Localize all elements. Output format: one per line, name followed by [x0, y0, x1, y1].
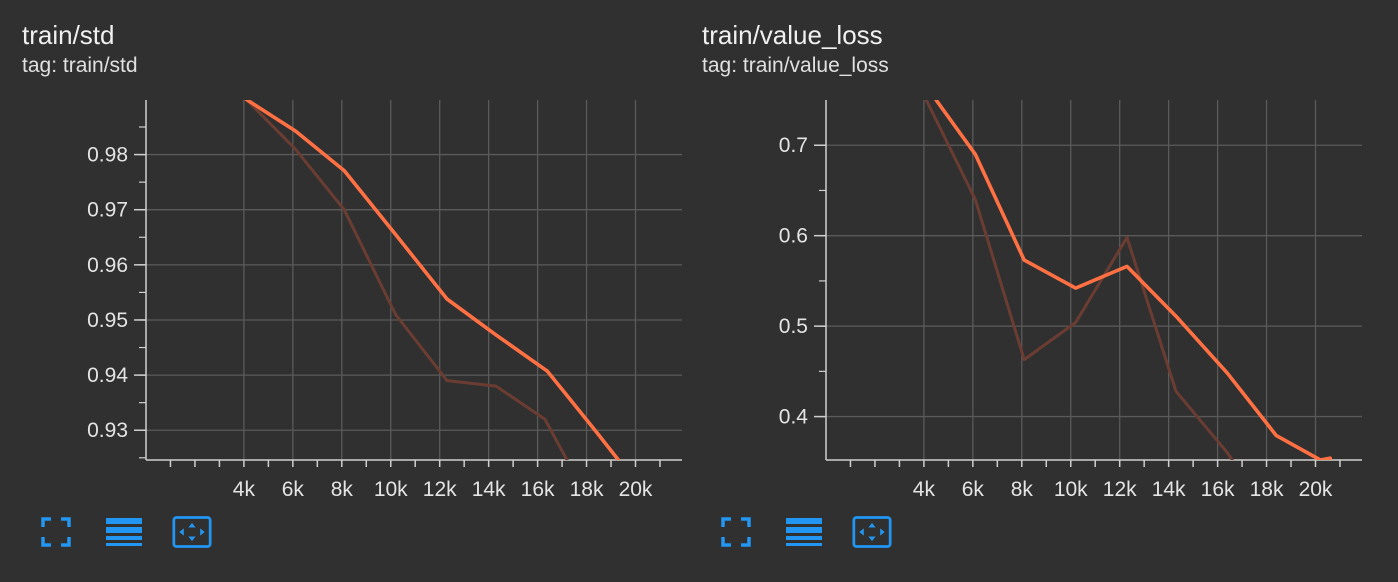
- raw-series-line: [244, 100, 569, 460]
- y-tick-label: 0.98: [87, 144, 128, 167]
- list-icon: [106, 518, 142, 546]
- chart-toolbar: [716, 512, 892, 552]
- x-tick-label: 20k: [619, 478, 653, 501]
- y-tick-label: 0.94: [87, 364, 128, 387]
- raw-series-line: [924, 100, 1234, 460]
- x-tick-label: 16k: [521, 478, 555, 501]
- chart-card-std: train/std tag: train/std 0.93 0.94 0.95 0.9…: [0, 0, 682, 582]
- fit-domain-icon: [172, 516, 212, 548]
- x-tick-label: 8k: [1011, 478, 1034, 501]
- line-chart-value-loss: 0.4 0.5 0.6 0.7 4k 6k 8k 10k 12k 14k 16k 18k 20k: [779, 100, 1362, 501]
- smoothed-series-line: [244, 100, 621, 460]
- x-tick-label: 4k: [233, 478, 256, 501]
- x-tick-label: 20k: [1299, 478, 1333, 501]
- toggle-log-scale-button[interactable]: [784, 514, 824, 550]
- fullscreen-icon: [721, 517, 751, 547]
- fullscreen-button[interactable]: [36, 514, 76, 550]
- x-tick-label: 10k: [374, 478, 408, 501]
- x-tick-label: 6k: [962, 478, 985, 501]
- x-tick-label: 18k: [570, 478, 604, 501]
- fullscreen-icon: [41, 517, 71, 547]
- y-tick-label: 0.93: [87, 419, 128, 442]
- x-tick-label: 8k: [331, 478, 354, 501]
- chart-tag: tag: train/std: [22, 54, 138, 77]
- toggle-log-scale-button[interactable]: [104, 514, 144, 550]
- x-tick-label: 14k: [1152, 478, 1186, 501]
- x-tick-label: 4k: [913, 478, 936, 501]
- fit-domain-button[interactable]: [172, 514, 212, 550]
- y-tick-label: 0.7: [779, 134, 808, 157]
- y-tick-label: 0.96: [87, 254, 128, 277]
- line-chart-std: 0.93 0.94 0.95 0.96 0.97 0.98 4k 6k 8k 10k 12k 14k 1…: [87, 100, 682, 501]
- chart-tag: tag: train/value_loss: [702, 54, 889, 77]
- chart-title: train/value_loss: [702, 20, 883, 50]
- x-tick-label: 10k: [1054, 478, 1088, 501]
- x-tick-label: 6k: [282, 478, 305, 501]
- x-tick-label: 12k: [1103, 478, 1137, 501]
- y-tick-label: 0.95: [87, 309, 128, 332]
- y-tick-label: 0.4: [779, 406, 809, 429]
- x-tick-label: 18k: [1250, 478, 1284, 501]
- y-tick-label: 0.97: [87, 199, 128, 222]
- fit-domain-icon: [852, 516, 892, 548]
- list-icon: [786, 518, 822, 546]
- smoothed-series-line: [934, 100, 1332, 460]
- x-tick-label: 16k: [1201, 478, 1235, 501]
- fit-domain-button[interactable]: [852, 514, 892, 550]
- x-tick-label: 14k: [472, 478, 506, 501]
- fullscreen-button[interactable]: [716, 514, 756, 550]
- chart-card-value-loss: train/value_loss tag: train/value_loss 0…: [680, 0, 1362, 582]
- chart-toolbar: [36, 512, 212, 552]
- chart-title: train/std: [22, 20, 115, 50]
- y-tick-label: 0.5: [779, 315, 808, 338]
- x-tick-label: 12k: [423, 478, 457, 501]
- y-tick-label: 0.6: [779, 225, 808, 248]
